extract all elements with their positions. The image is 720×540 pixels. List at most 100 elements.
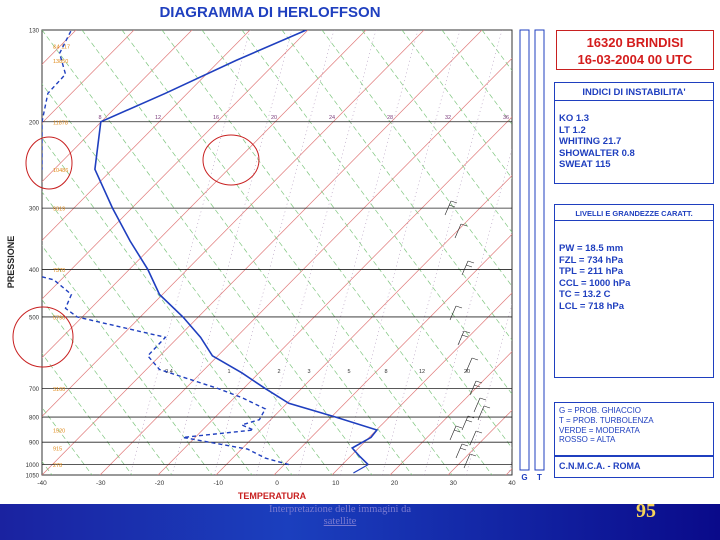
wind-barb	[455, 443, 469, 459]
height-label: 5790	[53, 315, 65, 321]
isotherm-line	[42, 30, 483, 475]
mixing-ratio-label: 5	[347, 369, 350, 375]
y-tick-label: 900	[29, 441, 40, 447]
height-label: 11878	[53, 120, 68, 126]
legend-line: G = PROB. GHIACCIO	[559, 406, 642, 415]
x-tick-label: 40	[508, 480, 516, 487]
levels-box: LIVELLI E GRANDEZZE CARATT. PW = 18.5 mm…	[554, 204, 714, 378]
mixing-ratio-label: 8	[98, 115, 101, 121]
adiabat-line	[42, 83, 333, 475]
wind-barb	[461, 260, 475, 276]
adiabat-line	[201, 30, 512, 449]
height-label: 10486	[53, 168, 68, 174]
adiabat-line	[281, 30, 512, 341]
mixing-ratio-label: 2	[277, 369, 280, 375]
mixing-ratio-line	[255, 30, 377, 475]
y-tick-label: 700	[29, 387, 40, 393]
x-tick-label: -10	[214, 480, 224, 487]
isotherm-line	[389, 351, 512, 475]
level-line: LCL = 718 hPa	[559, 300, 625, 312]
mixing-ratio-label: 20	[464, 369, 470, 375]
isotherm-line	[42, 30, 367, 359]
plot-area	[41, 29, 513, 476]
adiabat-line	[121, 30, 453, 475]
mixing-ratio-label: 32	[445, 115, 451, 121]
adiabat-line	[321, 30, 512, 287]
height-label: 3160	[53, 387, 65, 393]
footer-bar	[0, 504, 720, 540]
legend-line: ROSSO = ALTA	[559, 435, 616, 445]
adiabat-line	[441, 30, 512, 125]
mixing-ratio-label: 12	[155, 115, 161, 121]
isotherm-line	[331, 292, 512, 475]
x-axis-label: TEMPERATURA	[238, 491, 307, 501]
station-name: 16320 BRINDISI	[586, 35, 684, 50]
station-datetime: 16-03-2004 00 UTC	[577, 52, 693, 67]
wind-barb	[473, 397, 487, 413]
station-box: 16320 BRINDISI 16-03-2004 00 UTC	[556, 30, 714, 70]
mixing-ratio-label: 24	[329, 115, 335, 121]
mixing-ratio-label: 1	[227, 369, 230, 375]
isotherm-line	[42, 30, 193, 183]
adiabat-line	[42, 30, 373, 475]
highlight-circle	[12, 306, 74, 368]
isotherm-line	[42, 30, 135, 124]
level-line: CCL = 1000 hPa	[559, 277, 631, 289]
mixing-ratio-label: 0.4	[165, 369, 173, 375]
mixing-ratio-line	[423, 147, 512, 475]
level-line: PW = 18.5 mm	[559, 243, 624, 254]
y-tick-label: 1000	[26, 463, 40, 469]
x-tick-label: 0	[275, 480, 279, 487]
highlight-circle	[202, 134, 260, 186]
top-height-label: &4 117	[53, 44, 70, 50]
isotherm-line	[215, 175, 512, 475]
isotherm-line	[42, 30, 425, 417]
mixing-ratio-line	[339, 30, 461, 475]
indicator-column	[519, 29, 530, 471]
probability-legend: G = PROB. GHIACCIO T = PROB. TURBOLENZA VE…	[554, 402, 714, 456]
isotherm-line	[42, 30, 309, 300]
level-line: FZL = 734 hPa	[559, 254, 623, 266]
index-line: KO 1.3	[559, 113, 590, 124]
isotherm-line	[157, 116, 512, 475]
y-tick-label: 300	[29, 207, 40, 213]
index-line: WHITING 21.7	[559, 136, 622, 147]
adiabat-line	[161, 30, 493, 475]
x-tick-label: -40	[37, 480, 47, 487]
wind-barb	[449, 425, 463, 441]
height-label: 278	[53, 463, 62, 469]
x-tick-label: 10	[332, 480, 340, 487]
adiabat-line	[401, 30, 512, 179]
dewpoint-profile-line	[42, 30, 289, 466]
height-label: 1520	[53, 428, 65, 434]
x-tick-label: 30	[450, 480, 458, 487]
height-label: 9319	[53, 207, 65, 213]
indicator-column	[534, 29, 545, 471]
wind-barb	[444, 200, 458, 216]
chart-title: DIAGRAMMA DI HERLOFFSON	[159, 4, 381, 21]
mixing-ratio-label: 36	[503, 115, 509, 121]
wind-barb	[457, 330, 471, 346]
wind-barb	[463, 453, 477, 469]
x-tick-label: 20	[391, 480, 399, 487]
height-label: 7370	[53, 268, 65, 274]
height-label: 915	[53, 446, 62, 452]
y-axis-label: PRESSIONE	[6, 236, 16, 289]
y-tick-label: 400	[29, 268, 40, 274]
page-number: 95	[636, 500, 656, 522]
mixing-ratio-line	[213, 30, 335, 475]
y-tick-label: 200	[29, 120, 40, 126]
indices-title: INDICI DI INSTABILITA'	[555, 83, 713, 101]
footer-caption: Interpretazione delle immagini da satell…	[240, 504, 440, 528]
footer-caption-line1: Interpretazione delle immagini da	[269, 504, 411, 515]
wind-barb	[465, 357, 479, 373]
adiabat-line	[81, 30, 413, 475]
wind-barb	[477, 405, 491, 421]
mixing-ratio-label: 20	[271, 115, 277, 121]
wind-barb	[461, 415, 475, 431]
mixing-ratio-line	[381, 30, 503, 475]
wind-barb	[469, 380, 483, 396]
index-line: SHOWALTER 0.8	[559, 147, 635, 159]
wind-barb	[449, 305, 463, 321]
